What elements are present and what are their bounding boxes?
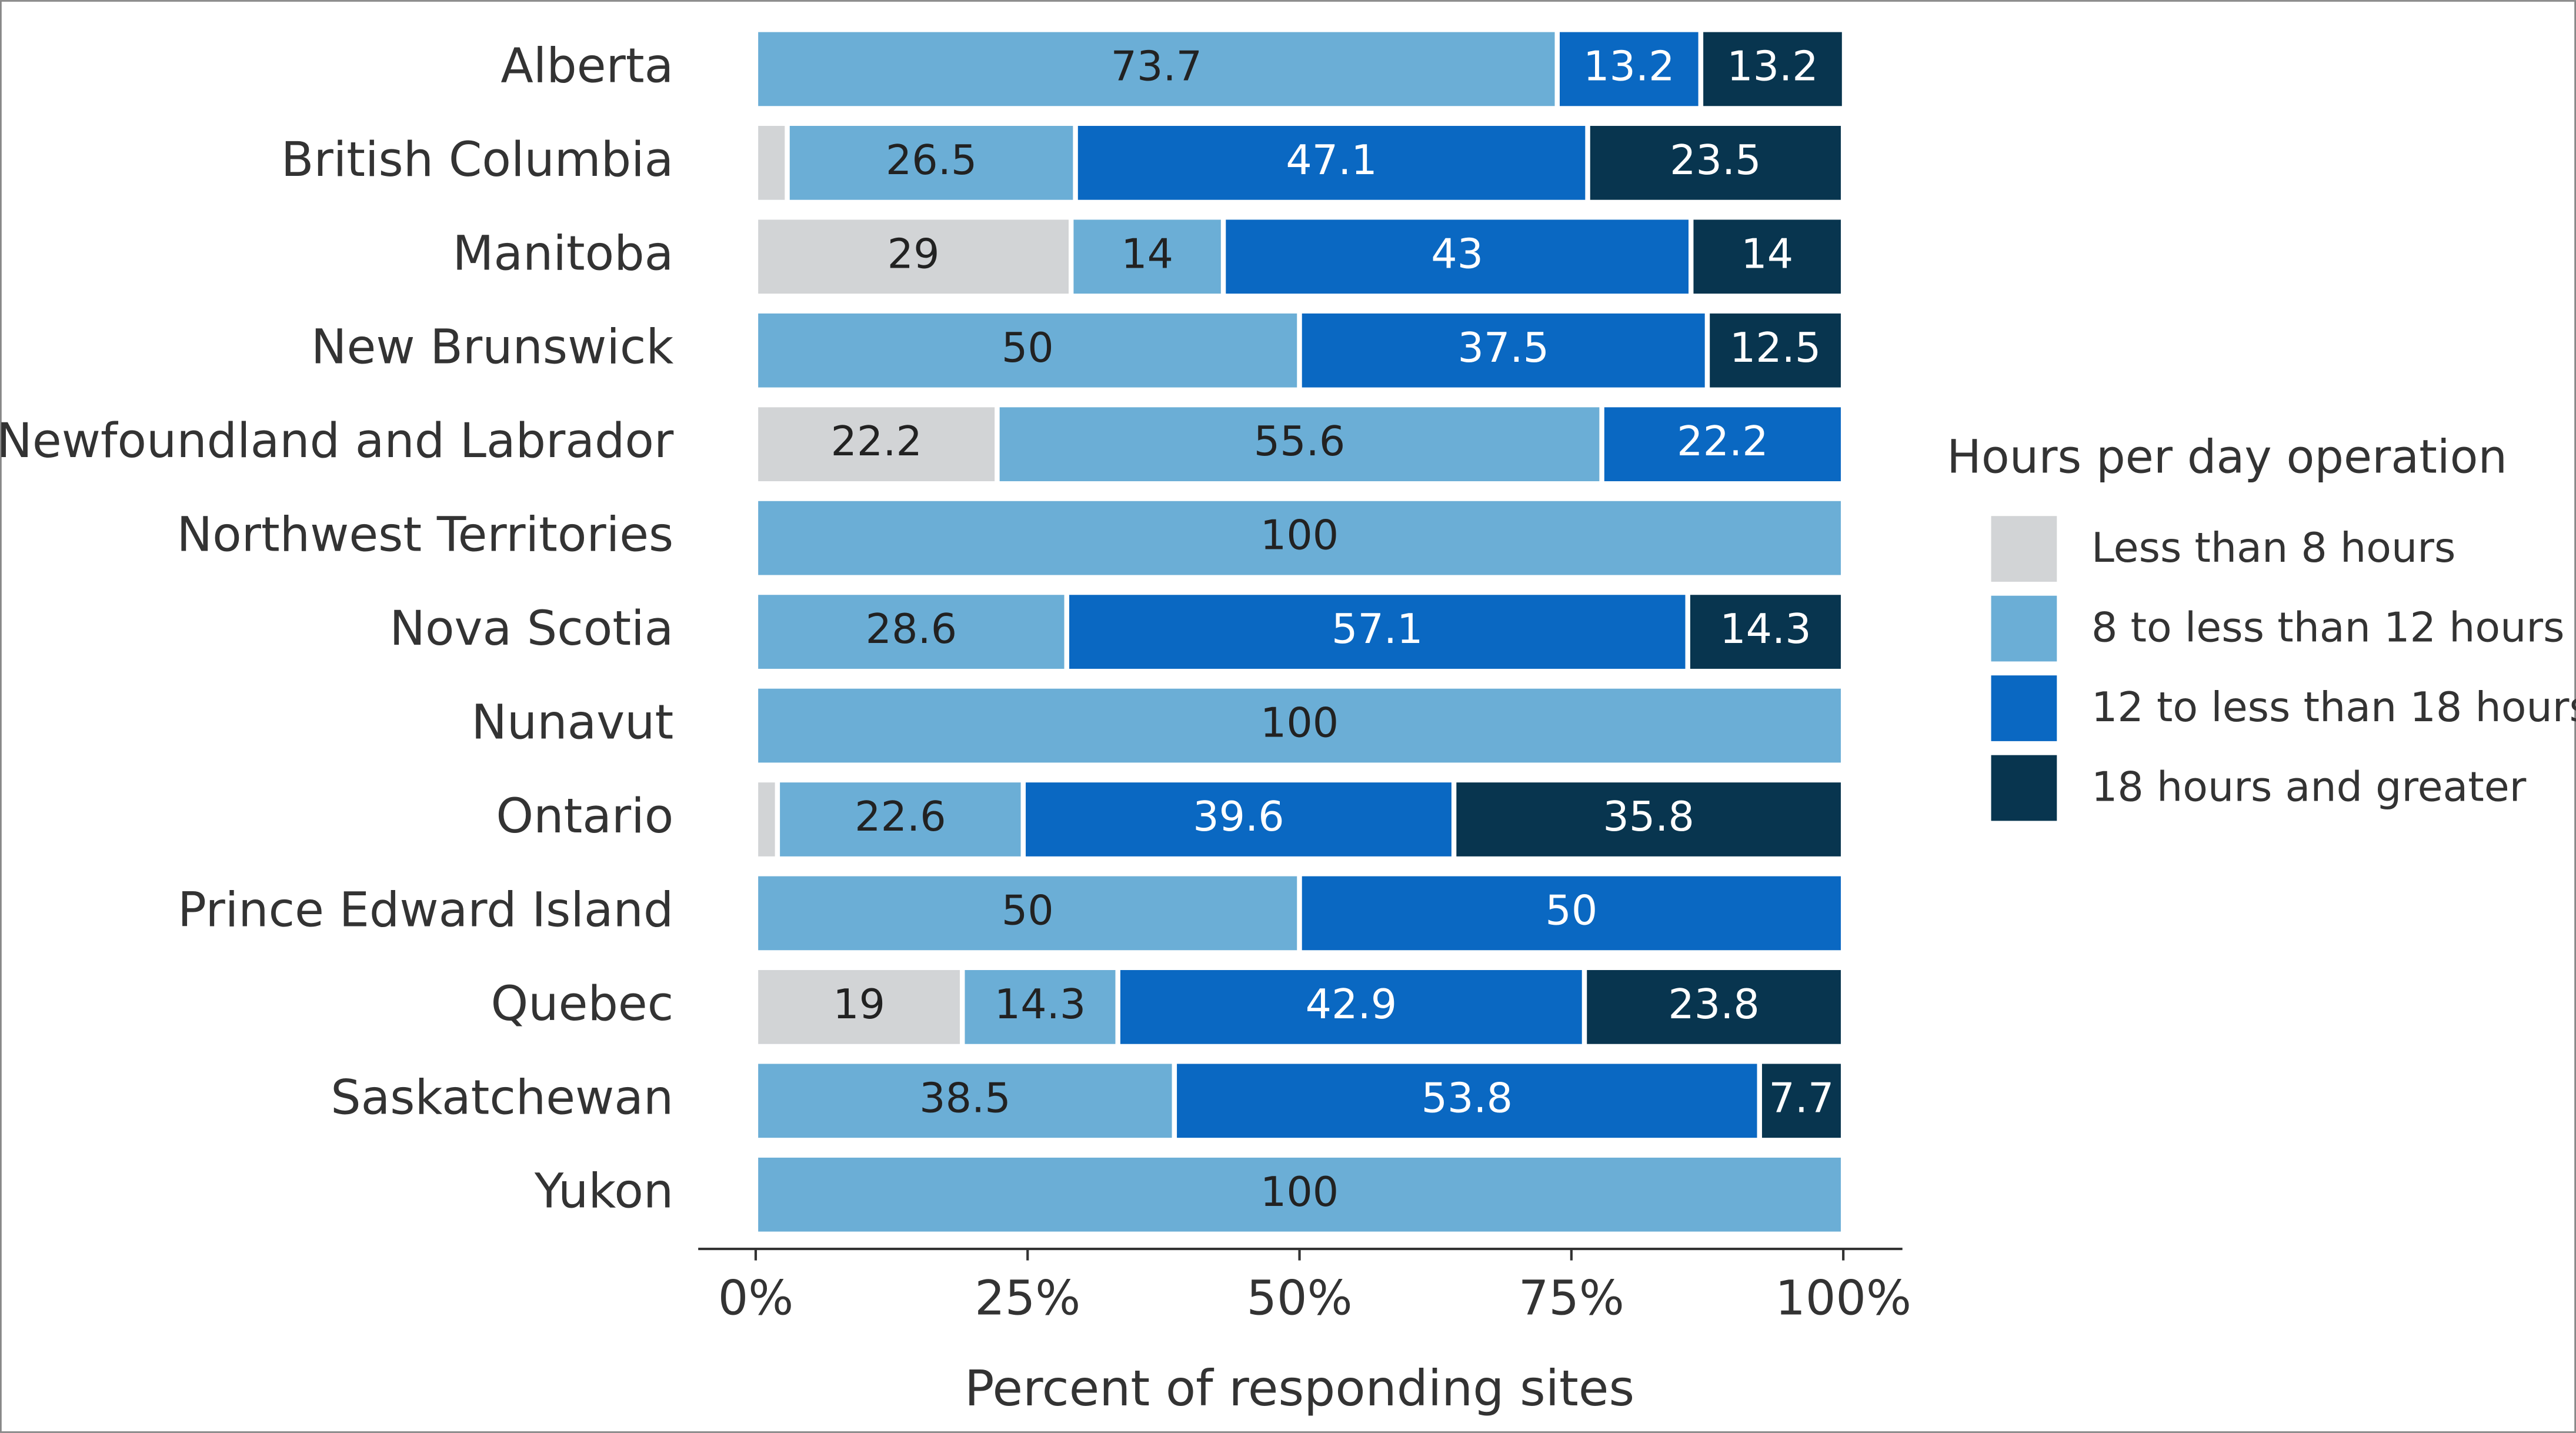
y-tick-label: Alberta <box>500 38 673 94</box>
y-tick-label: Nova Scotia <box>389 601 673 656</box>
bar-segment <box>1073 121 1590 205</box>
bar-segment <box>1704 308 1846 392</box>
bar-segment <box>1451 777 1846 862</box>
y-tick-label: British Columbia <box>281 132 673 188</box>
bar-segment <box>1757 1059 1846 1143</box>
bar-segment <box>1297 308 1710 392</box>
legend-title: Hours per day operation <box>1947 431 2507 484</box>
data-label: 13.2 <box>1727 42 1818 90</box>
bar-segment <box>1689 215 1846 299</box>
legend-swatch <box>1991 755 2057 821</box>
data-label: 39.6 <box>1193 793 1284 841</box>
y-tick-label: Manitoba <box>453 226 674 281</box>
bar-segment <box>753 684 1846 768</box>
data-label: 12.5 <box>1730 324 1821 372</box>
data-label: 14.3 <box>995 981 1086 1028</box>
data-label: 55.6 <box>1254 418 1345 465</box>
legend-swatch <box>1991 595 2057 662</box>
legend-label: 12 to less than 18 hours <box>2091 684 2576 731</box>
bar-segment <box>1020 777 1457 862</box>
bar-segment <box>753 215 1074 299</box>
data-label: 57.1 <box>1332 605 1423 653</box>
bar-segment <box>1220 215 1694 299</box>
bar-segment <box>1585 121 1846 205</box>
legend-label: Less than 8 hours <box>2091 524 2455 572</box>
data-label: 38.5 <box>919 1074 1010 1122</box>
data-label: 42.9 <box>1306 981 1397 1028</box>
y-tick-label: Northwest Territories <box>177 508 674 563</box>
y-tick-label: Ontario <box>496 789 673 844</box>
bar-segment <box>753 1152 1846 1237</box>
y-tick-label: Quebec <box>491 977 674 1032</box>
data-label: 47.1 <box>1286 136 1377 184</box>
data-label: 50 <box>1002 324 1054 372</box>
bar-segment <box>1685 589 1846 674</box>
y-tick-label: New Brunswick <box>311 320 673 375</box>
x-tick-label: 0% <box>718 1271 794 1326</box>
data-label: 22.2 <box>830 418 922 465</box>
data-label: 22.2 <box>1677 418 1768 465</box>
data-label: 14 <box>1121 230 1173 278</box>
data-label: 100 <box>1260 1168 1339 1216</box>
data-label: 14.3 <box>1720 605 1811 653</box>
bar-segment <box>775 777 1026 862</box>
bar-segment <box>753 777 780 862</box>
x-tick-label: 100% <box>1775 1271 1911 1326</box>
y-tick-label: Nunavut <box>471 695 673 750</box>
y-tick-label: Saskatchewan <box>331 1070 673 1125</box>
data-label: 28.6 <box>866 605 957 653</box>
bar-segment <box>1172 1059 1762 1143</box>
bar-segment <box>753 871 1302 955</box>
data-label: 43 <box>1431 230 1483 278</box>
data-label: 14 <box>1741 230 1793 278</box>
bar-segment <box>753 121 790 205</box>
y-tick-label: Yukon <box>534 1164 673 1219</box>
bar-segment <box>1581 965 1846 1049</box>
data-label: 100 <box>1260 512 1339 559</box>
bar-segment <box>753 308 1302 392</box>
data-label: 23.5 <box>1670 136 1761 184</box>
data-label: 35.8 <box>1603 793 1694 841</box>
data-label: 29 <box>887 230 940 278</box>
data-label: 26.5 <box>886 136 977 184</box>
bar-segment <box>1297 871 1846 955</box>
x-axis-label: Percent of responding sites <box>965 1359 1634 1417</box>
bar-segment <box>1069 215 1226 299</box>
data-label: 50 <box>1545 887 1597 934</box>
data-label: 22.6 <box>855 793 946 841</box>
bar-segment <box>753 1059 1177 1143</box>
data-label: 50 <box>1002 887 1054 934</box>
data-label: 7.7 <box>1769 1074 1834 1122</box>
legend-label: 8 to less than 12 hours <box>2091 604 2565 651</box>
legend-swatch <box>1991 516 2057 582</box>
y-tick-label: Newfoundland and Labrador <box>0 414 674 469</box>
bar-segment <box>785 121 1078 205</box>
bar-segment <box>753 496 1846 580</box>
data-label: 53.8 <box>1422 1074 1513 1122</box>
x-tick-label: 75% <box>1519 1271 1624 1326</box>
bar-segment <box>1698 27 1847 111</box>
bar-segment <box>1115 965 1587 1049</box>
x-tick-label: 25% <box>975 1271 1080 1326</box>
bar-segment <box>1599 402 1846 486</box>
bar-segment <box>960 965 1120 1049</box>
x-tick-label: 50% <box>1247 1271 1353 1326</box>
bar-segment <box>753 965 965 1049</box>
legend-swatch <box>1991 675 2057 741</box>
data-label: 73.7 <box>1111 42 1202 90</box>
data-label: 37.5 <box>1458 324 1549 372</box>
legend-label: 18 hours and greater <box>2091 763 2527 811</box>
data-label: 13.2 <box>1583 42 1674 90</box>
data-label: 19 <box>833 981 885 1028</box>
data-label: 23.8 <box>1668 981 1759 1028</box>
data-label: 100 <box>1260 699 1339 747</box>
y-tick-label: Prince Edward Island <box>178 882 673 938</box>
